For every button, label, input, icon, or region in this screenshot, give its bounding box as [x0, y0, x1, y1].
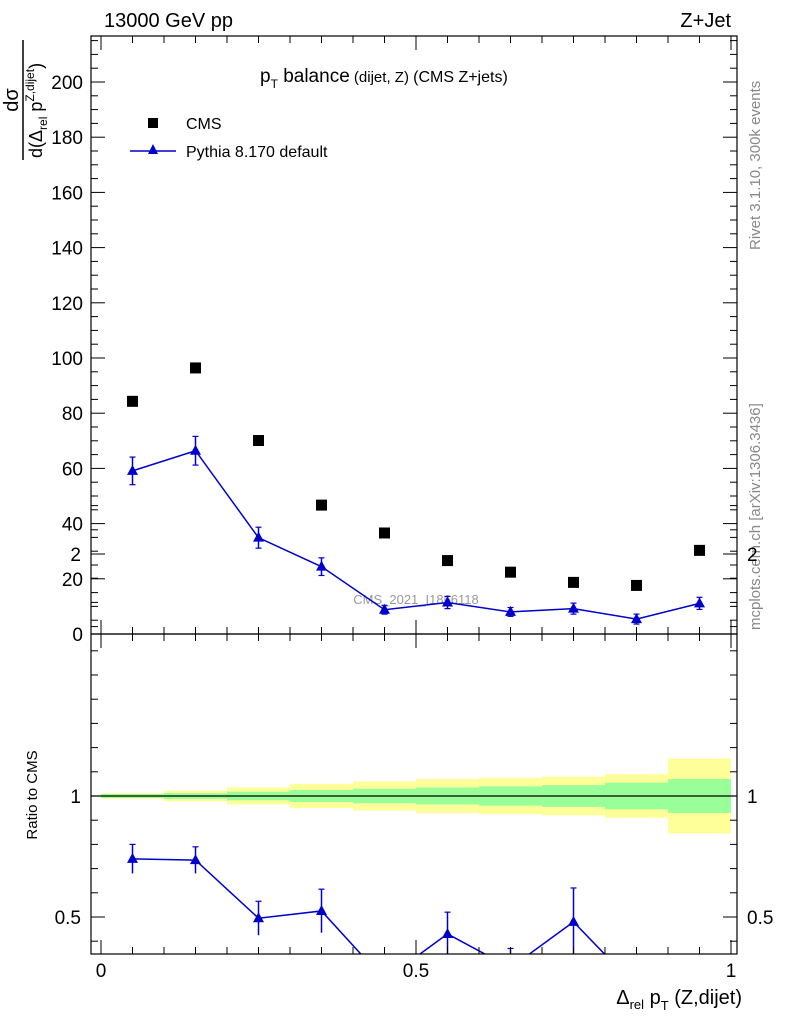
pythia-point	[631, 613, 642, 624]
cms-point	[316, 499, 327, 511]
pythia-series-line	[132, 449, 700, 620]
main-y-tick-label: 200	[51, 73, 83, 94]
title-main: p	[260, 66, 271, 87]
ratio-y-tick-label: 0.5	[55, 908, 81, 929]
pythia-point	[190, 444, 201, 455]
title-tail: balance	[278, 66, 350, 87]
legend-pythia-label: Pythia 8.170 default	[186, 144, 328, 161]
ratio-point	[631, 981, 642, 991]
pythia-point	[442, 596, 453, 607]
main-y-axis-label: dσ d(Δrel pZ,dijet)	[1, 40, 50, 160]
main-panel: 0 20 40 60 80 100 120 140 160 180 200 pT balance (…	[1, 35, 738, 646]
title-sub: T	[271, 77, 279, 91]
pythia-point	[253, 531, 264, 542]
main-y-axis: 0 20 40 60 80 100 120 140 160 180 200	[51, 40, 737, 646]
ylabel-denominator: d(Δrel pZ,dijet)	[23, 63, 50, 158]
main-y-tick-label: 20	[62, 570, 83, 591]
ratio-point	[379, 974, 390, 984]
ratio-point	[253, 912, 264, 923]
main-y-tick-label: 0	[72, 625, 83, 646]
pythia-point	[316, 560, 327, 571]
ratio-y-tick-label: 2	[70, 545, 81, 566]
header-right-label: Z+Jet	[680, 10, 731, 32]
legend-pythia-marker	[148, 144, 158, 154]
ratio-y-axis: 0.5 0.5 1 1 2 2	[55, 505, 773, 942]
title-small: (dijet, Z)	[350, 69, 413, 86]
legend-cms-label: CMS	[186, 116, 222, 133]
ratio-point	[694, 974, 705, 984]
main-y-tick-label: 80	[62, 404, 83, 425]
cms-point	[442, 555, 453, 567]
cms-point	[505, 566, 516, 578]
cms-point	[379, 527, 390, 539]
main-y-tick-label: 140	[51, 239, 83, 260]
main-x-ticks	[100, 36, 732, 634]
ratio-point	[316, 904, 327, 915]
ratio-point	[190, 854, 201, 865]
main-data-area	[127, 362, 705, 625]
cms-point	[190, 362, 201, 374]
pythia-point	[505, 605, 516, 616]
cms-point	[568, 576, 579, 588]
header-left-label: 13000 GeV pp	[104, 10, 233, 32]
ratio-panel-frame	[90, 633, 738, 955]
main-y-tick-label: 180	[51, 128, 83, 149]
legend-cms-marker	[148, 118, 158, 128]
ratio-point	[568, 915, 579, 926]
cms-point	[631, 579, 642, 591]
x-tick-label: 1	[726, 961, 737, 982]
ratio-y-tick-label-right: 2	[747, 545, 758, 566]
ratio-point	[442, 927, 453, 938]
main-title: pT balance (dijet, Z) (CMS Z+jets)	[260, 66, 508, 91]
ratio-point	[505, 962, 516, 972]
ratio-y-tick-label-right: 0.5	[747, 908, 773, 929]
main-y-tick-label: 120	[51, 294, 83, 315]
main-y-tick-label: 40	[62, 515, 83, 536]
main-y-tick-label: 60	[62, 459, 83, 480]
pythia-point	[379, 603, 390, 614]
main-y-tick-label: 160	[51, 183, 83, 204]
x-tick-label: 0.5	[403, 961, 429, 982]
ratio-y-tick-label-right: 1	[747, 787, 758, 808]
ratio-x-axis: 0 0.5 1	[96, 634, 737, 982]
ratio-series-line	[132, 858, 606, 954]
ratio-point	[127, 852, 138, 863]
title-rest: (CMS Z+jets)	[413, 69, 508, 86]
legend: CMS Pythia 8.170 default	[130, 116, 328, 161]
ratio-data-area	[127, 843, 705, 991]
x-axis-label: Δrel pT (Z,dijet)	[616, 987, 742, 1013]
ylabel-numerator: dσ	[1, 88, 23, 112]
cms-point	[253, 435, 264, 447]
cms-point	[694, 544, 705, 556]
pythia-point	[568, 602, 579, 613]
cms-point	[127, 395, 138, 407]
rivet-version-label: Rivet 3.1.10, 300k events	[747, 81, 764, 250]
ratio-y-tick-label: 1	[70, 787, 81, 808]
pythia-point	[694, 597, 705, 608]
x-tick-label: 0	[96, 961, 107, 982]
main-y-tick-label: 100	[51, 349, 83, 370]
pythia-point	[127, 464, 138, 475]
mcplots-source-label: mcplots.cern.ch [arXiv:1306.3436]	[747, 403, 764, 630]
ratio-panel: 0.5 0.51 12 2 0 0.5 1 Ratio to CMS Δrel pT (Z…	[24, 505, 773, 1013]
ratio-y-axis-label: Ratio to CMS	[24, 750, 41, 839]
